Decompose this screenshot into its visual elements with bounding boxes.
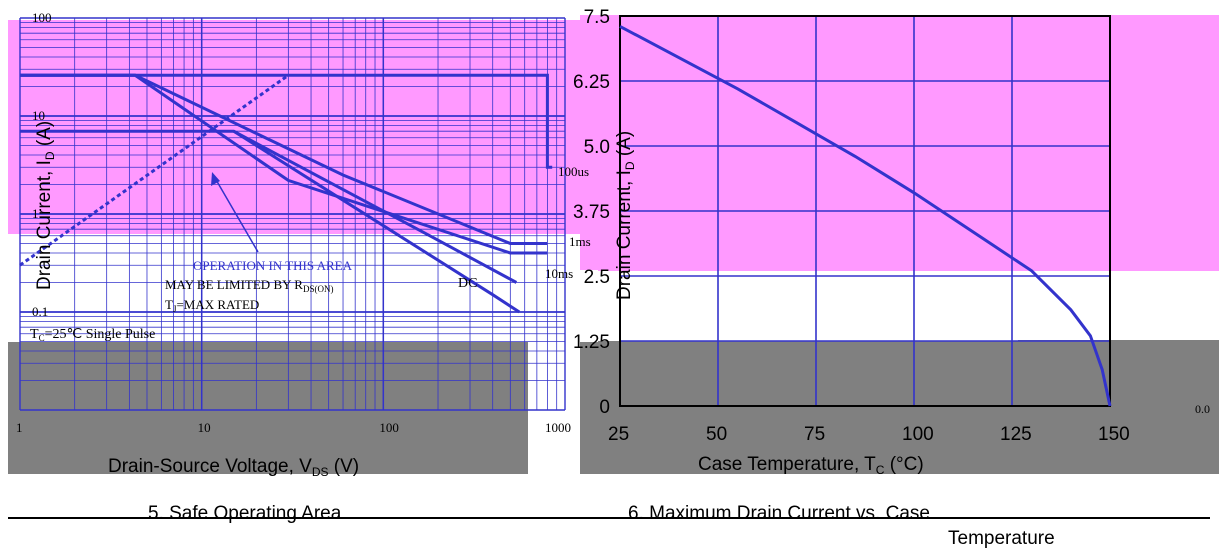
- annotation-dc: DC: [458, 276, 477, 291]
- id-vs-tc-grid: [619, 15, 1111, 407]
- pink-band-right: [580, 15, 1219, 271]
- operation-arrowhead: [211, 172, 220, 186]
- id-x-tick: 25: [608, 424, 629, 445]
- annotation-tj: TJ=MAX RATED: [165, 297, 259, 314]
- soa-y-axis-label: Drain Current, ID (A): [34, 121, 57, 290]
- id-y-axis-label: Drain Current, ID (A): [614, 131, 637, 300]
- id-caption: 6. Maximum Drain Current vs. Case: [628, 503, 930, 524]
- id-y-tick: 1.25: [573, 332, 610, 353]
- id-x-tick: 125: [1000, 424, 1032, 445]
- id-x-tick: 100: [902, 424, 934, 445]
- id-x-tick: 75: [804, 424, 825, 445]
- annotation-operation: OPERATION IN THIS AREA: [193, 258, 353, 273]
- annotation-10ms: 10ms: [545, 266, 573, 281]
- gray-band-left: [8, 342, 528, 474]
- soa-x-tick: 1: [16, 420, 23, 435]
- soa-line-dc: [20, 129, 518, 284]
- soa-x-axis-label: Drain-Source Voltage, VDS (V): [108, 456, 359, 479]
- id-vs-tc-series: [619, 25, 1112, 407]
- soa-grid: [19, 17, 566, 411]
- soa-x-tick: 100: [379, 420, 399, 435]
- white-strip-right: [598, 271, 1018, 341]
- id-y-tick: 5.0: [584, 137, 610, 158]
- id-y-tick: 3.75: [573, 202, 610, 223]
- id-right-tick: 0.0: [1195, 402, 1210, 416]
- id-x-tick: 50: [706, 424, 727, 445]
- soa-line-dc-steep: [232, 129, 521, 314]
- soa-series: [19, 73, 553, 314]
- id-vs-tc-tick-labels: 25 50 75 100 125 150 7.5 6.25 5.0 3.75 2.5 1.25 0: [573, 7, 1130, 445]
- annotation-limited: MAY BE LIMITED BY RDS(ON): [165, 277, 333, 294]
- id-y-tick: 6.25: [573, 72, 610, 93]
- annotation-1ms: 1ms: [569, 234, 591, 249]
- id-y-tick: 0: [599, 397, 610, 418]
- annotation-100us: 100us: [558, 164, 589, 179]
- id-x-axis-label: Case Temperature, TC (°C): [698, 454, 924, 477]
- soa-y-tick: 0.1: [32, 304, 48, 319]
- pink-band-left: [8, 20, 598, 234]
- soa-x-tick: 10: [198, 420, 211, 435]
- annotation-tc: TC=25℃ Single Pulse: [30, 327, 155, 343]
- id-curve: [619, 25, 1112, 407]
- operation-arrow: [214, 177, 259, 253]
- id-x-tick: 150: [1098, 424, 1130, 445]
- soa-tick-labels: 1 10 100 1000 100 10 1 0.1: [16, 10, 571, 435]
- soa-caption: 5. Safe Operating Area: [148, 503, 342, 524]
- soa-line-10ms: [20, 73, 548, 255]
- soa-y-tick: 100: [32, 10, 52, 25]
- id-caption-line2: Temperature: [948, 528, 1055, 549]
- soa-x-tick: 1000: [545, 420, 571, 435]
- id-y-tick: 7.5: [584, 7, 610, 28]
- id-plot-frame: [619, 15, 1111, 407]
- soa-line-rds-on-limit: [19, 74, 290, 267]
- soa-y-tick: 1: [32, 206, 39, 221]
- soa-y-tick: 10: [32, 108, 45, 123]
- id-y-tick: 2.5: [584, 267, 610, 288]
